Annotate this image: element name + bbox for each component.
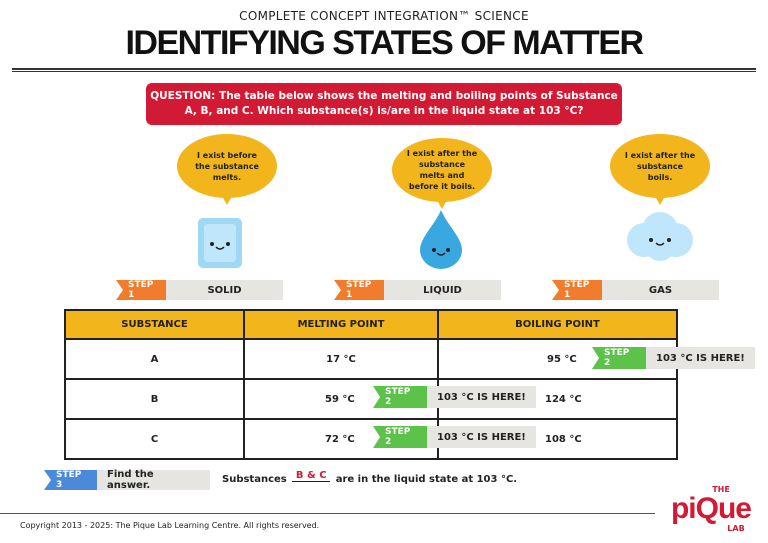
header-substance: SUBSTANCE [64, 309, 245, 340]
speech-bubble-solid: I exist before the substance melts. [177, 134, 277, 205]
divider [12, 71, 756, 72]
step1-liquid: STEP 1 LIQUID [334, 280, 501, 300]
state-label-liquid: LIQUID [384, 280, 501, 300]
state-label-solid: SOLID [166, 280, 283, 300]
table-row: A 17 °C 95 °C [64, 338, 678, 380]
step3: STEP 3 Find the answer. [44, 469, 210, 491]
cloud-icon [627, 212, 693, 261]
cell: 17 °C [243, 338, 439, 380]
step2-row-c: STEP 2 103 °C IS HERE! [373, 426, 536, 448]
step2-row-b: STEP 2 103 °C IS HERE! [373, 386, 536, 408]
step2-tag: STEP 2 [373, 426, 427, 448]
state-label-gas: GAS [602, 280, 719, 300]
step1-gas: STEP 1 GAS [552, 280, 719, 300]
cell: 59 °C [243, 378, 439, 420]
speech-bubble-gas: I exist after the substance boils. [610, 134, 710, 205]
step2-tag: STEP 2 [592, 347, 646, 369]
cell: A [64, 338, 245, 380]
header-boiling: BOILING POINT [437, 309, 678, 340]
table-row: B 59 °C 124 °C [64, 378, 678, 420]
copyright: Copyright 2013 - 2025: The Pique Lab Lea… [20, 521, 320, 530]
step1-solid: STEP 1 SOLID [116, 280, 283, 300]
step2-label: 103 °C IS HERE! [646, 347, 755, 369]
footer-divider [0, 513, 655, 514]
subtitle: COMPLETE CONCEPT INTEGRATION™ SCIENCE [239, 9, 529, 23]
step3-label: Find the answer. [97, 469, 210, 491]
page-title: IDENTIFYING STATES OF MATTER [125, 24, 644, 62]
step1-tag: STEP 1 [552, 280, 602, 300]
step2-tag: STEP 2 [373, 386, 427, 408]
step1-tag: STEP 1 [334, 280, 384, 300]
answer-suffix: are in the liquid state at 103 °C. [335, 474, 518, 485]
speech-bubble-liquid: I exist after the substance melts and be… [392, 138, 492, 209]
table-row: C 72 °C 108 °C [64, 418, 678, 460]
water-drop-icon [420, 210, 462, 269]
divider [12, 68, 756, 70]
step2-row-a: STEP 2 103 °C IS HERE! [592, 347, 755, 369]
step2-label: 103 °C IS HERE! [427, 426, 536, 448]
step2-label: 103 °C IS HERE! [427, 386, 536, 408]
answer-value: B & C [292, 470, 331, 482]
step1-tag: STEP 1 [116, 280, 166, 300]
answer-prefix: Substances [222, 474, 287, 485]
pique-lab-logo: THE piQue LAB [670, 485, 752, 533]
table-header-row: SUBSTANCE MELTING POINT BOILING POINT [64, 309, 678, 340]
question-box: QUESTION: The table below shows the melt… [146, 83, 622, 125]
cell: C [64, 418, 245, 460]
answer-sentence: Substances B & C are in the liquid state… [222, 470, 518, 486]
header-melting: MELTING POINT [243, 309, 439, 340]
cell: B [64, 378, 245, 420]
step3-tag: STEP 3 [44, 470, 97, 490]
ice-cube-icon [198, 218, 242, 268]
question-label: QUESTION: [150, 90, 216, 102]
question-text: The table below shows the melting and bo… [184, 90, 618, 117]
